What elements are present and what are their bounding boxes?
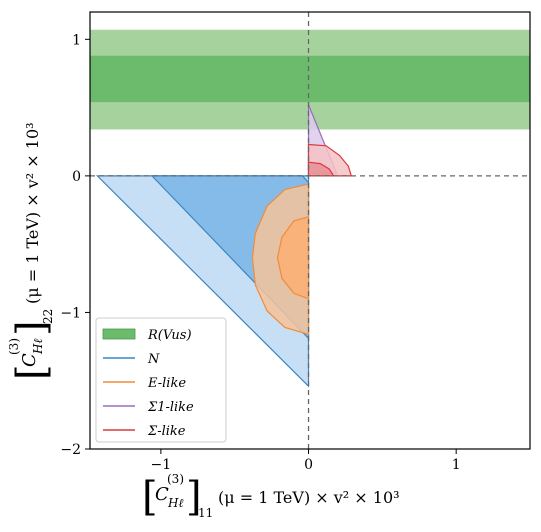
x-label-sup: (3)	[167, 472, 184, 486]
y-axis-title: [ C (3) Hℓ ] 22 (μ = 1 TeV) × v² × 10³	[7, 122, 55, 380]
x-tick-label: 1	[452, 457, 461, 473]
y-label-sup: (3)	[7, 338, 21, 355]
x-bracket-left: [	[142, 474, 158, 520]
regions-layer	[95, 104, 353, 388]
band-inner	[90, 55, 530, 103]
reference-lines	[90, 12, 530, 449]
y-label-outer-sub: 22	[41, 309, 55, 324]
plot-frame	[89, 11, 531, 450]
x-label-outer-sub: 11	[198, 506, 213, 520]
legend-swatch-r-vus	[102, 328, 136, 340]
y-label-rest: (μ = 1 TeV) × v² × 10³	[23, 122, 42, 304]
y-label-sub: Hℓ	[31, 339, 45, 355]
ticks-layer: −1 0 1 −2 −1 0 1	[60, 32, 460, 473]
legend-label-n: N	[147, 352, 160, 367]
legend-frame	[95, 317, 227, 443]
y-tick-label: −1	[60, 305, 81, 321]
y-label-prefix: C	[19, 353, 40, 367]
legend-entries: R(Vus) N E-like Σ1-like Σ-like	[102, 328, 194, 439]
y-bracket-right: ]	[9, 320, 55, 336]
x-label-prefix: C	[155, 484, 169, 505]
y-bracket-left: [	[9, 364, 55, 380]
x-label-sub: Hℓ	[167, 496, 183, 510]
y-tick-label: 1	[72, 32, 81, 48]
legend-label-e-like: E-like	[147, 376, 186, 391]
x-axis-title: [ C (3) Hℓ ] 11 (μ = 1 TeV) × v² × 10³	[142, 472, 400, 520]
region-e-like-inner	[276, 216, 310, 300]
region-sigma-like-inner	[307, 161, 335, 177]
x-bracket-right: ]	[186, 474, 202, 520]
x-tick-label: −1	[151, 457, 172, 473]
y-tick-label: −2	[60, 442, 81, 458]
x-tick-label: 0	[304, 457, 313, 473]
legend-label-r-vus: R(Vus)	[147, 328, 192, 343]
x-label-rest: (μ = 1 TeV) × v² × 10³	[218, 488, 400, 507]
legend: R(Vus) N E-like Σ1-like Σ-like	[95, 317, 227, 443]
legend-label-sigma1-like: Σ1-like	[147, 400, 194, 415]
y-tick-label: 0	[72, 169, 81, 185]
bands-layer	[90, 29, 530, 130]
legend-label-sigma-like: Σ-like	[147, 424, 186, 439]
